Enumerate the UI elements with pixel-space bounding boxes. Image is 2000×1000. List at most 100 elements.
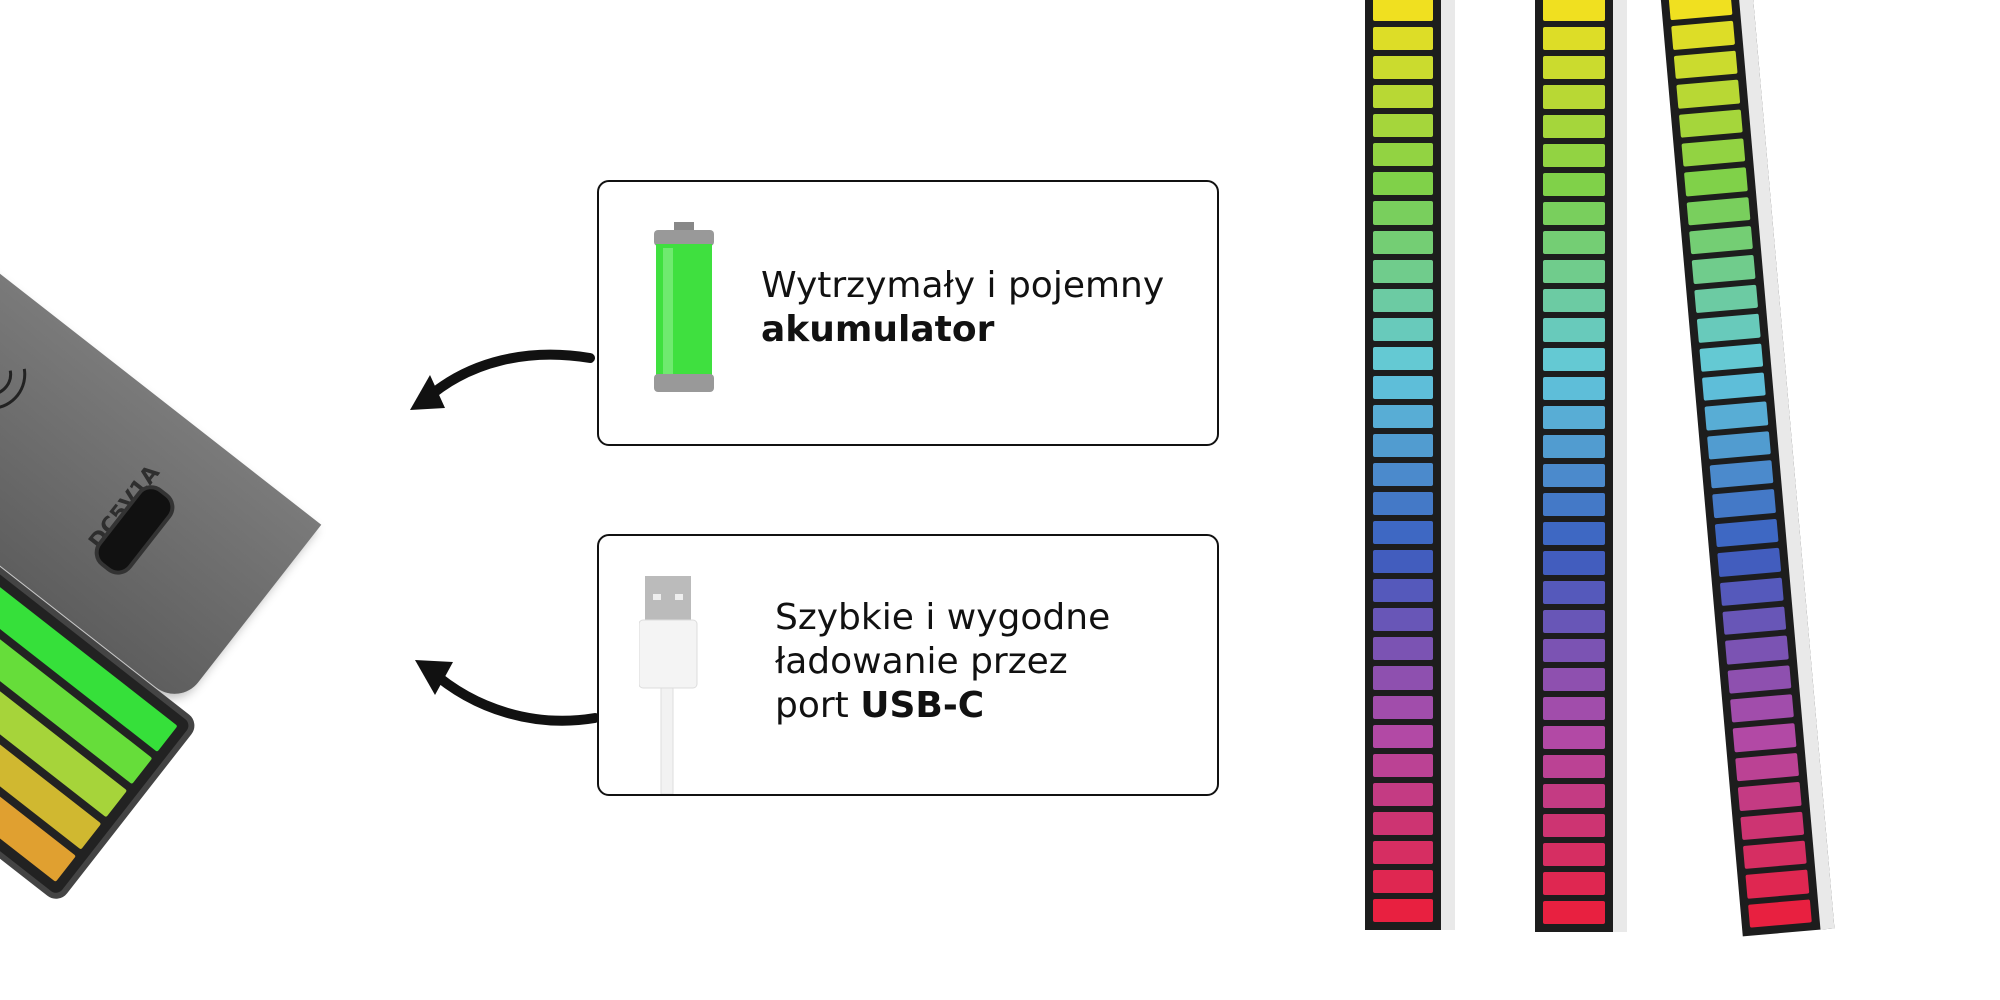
led-segment [1543,726,1605,750]
feature-text: Szybkie i wygodne [775,597,1111,638]
led-segment [1373,521,1433,545]
led-segment [1694,284,1759,314]
led-segment [1701,372,1766,401]
feature-text: port [775,685,861,726]
led-segment [1373,840,1433,864]
led-segment [1543,522,1605,546]
led-bar [1535,0,1627,932]
led-segment [1707,430,1771,460]
led-segment [1543,114,1605,138]
led-segment [1730,694,1794,723]
led-segment [1373,288,1433,312]
led-segment [1373,230,1433,254]
led-segment [1543,667,1605,691]
feature-text: Wytrzymały i pojemny [761,265,1165,306]
led-segment [1373,201,1433,225]
led-segment [1543,813,1605,837]
led-segment [1543,784,1605,808]
sound-bar-device: DC5V1A [0,180,322,707]
led-segment [1543,260,1605,284]
led-segment [1740,811,1805,840]
led-bar [1365,0,1455,930]
led-segment [1373,782,1433,806]
feature-bold: akumulator [761,309,995,350]
led-segment [1373,114,1433,138]
led-segment [1543,493,1605,517]
led-segment [1543,0,1605,22]
led-segment [1373,85,1433,109]
led-segment [1373,346,1433,370]
led-segment [1373,637,1433,661]
led-segment [1735,752,1800,782]
led-segment [1709,460,1774,489]
led-segment [1543,347,1605,371]
led-segment [1704,401,1769,431]
led-segment [1696,313,1761,343]
feature-text: ładowanie przez [775,641,1068,682]
led-segment [1373,898,1433,922]
led-segment [1373,404,1433,428]
led-segment [1373,317,1433,341]
led-segment [1689,225,1753,255]
led-segment [1543,289,1605,313]
led-bar [1660,0,1835,937]
led-segment [1719,577,1784,606]
led-segment [1543,755,1605,779]
led-segment [1727,664,1792,694]
led-segment [1543,434,1605,458]
led-segment [1737,781,1802,811]
led-segment [1543,551,1605,575]
led-segment [1748,899,1812,928]
led-segment [1684,167,1748,197]
arrow-left-icon [410,349,595,410]
led-segment [1373,492,1433,516]
led-segment [1543,318,1605,342]
led-segment [1373,0,1433,22]
led-segment [1373,433,1433,457]
led-segment [1543,231,1605,255]
led-segment [1543,609,1605,633]
led-segment [1543,638,1605,662]
led-segment [1543,201,1605,225]
led-segment [1373,463,1433,487]
led-segment [1717,547,1782,577]
nfc-icon [0,336,27,410]
led-segment [1373,579,1433,603]
feature-card-battery: Wytrzymały i pojemny akumulator [597,180,1219,446]
led-segment [1732,723,1797,753]
led-segment [1714,518,1779,548]
led-segment [1724,635,1789,665]
led-segment [1373,666,1433,690]
led-segment [1745,869,1810,899]
led-segment [1543,56,1605,80]
led-segment [1673,50,1738,80]
led-segment [1373,172,1433,196]
led-segment [1543,27,1605,51]
led-segment [1373,259,1433,283]
led-segment [1373,608,1433,632]
led-segment [1686,196,1751,226]
led-segment [1676,79,1741,109]
led-segment [1373,56,1433,80]
led-segment [1373,753,1433,777]
led-segment [1543,871,1605,895]
led-segment [1543,900,1605,924]
led-segment [1671,21,1736,50]
led-segment [1373,811,1433,835]
led-segment [1543,842,1605,866]
led-segment [1543,697,1605,721]
led-segment [1373,724,1433,748]
led-segment [1543,172,1605,196]
led-segment [1678,108,1743,138]
arrow-left-icon [415,660,600,726]
led-segment [1373,27,1433,51]
feature-bold: USB-C [860,685,985,726]
led-segment [1543,580,1605,604]
led-segment [1543,143,1605,167]
led-segment [1543,376,1605,400]
led-segment [1373,695,1433,719]
led-segment [1742,840,1807,870]
led-segment [1373,550,1433,574]
led-segment [1543,464,1605,488]
led-segment [1373,869,1433,893]
